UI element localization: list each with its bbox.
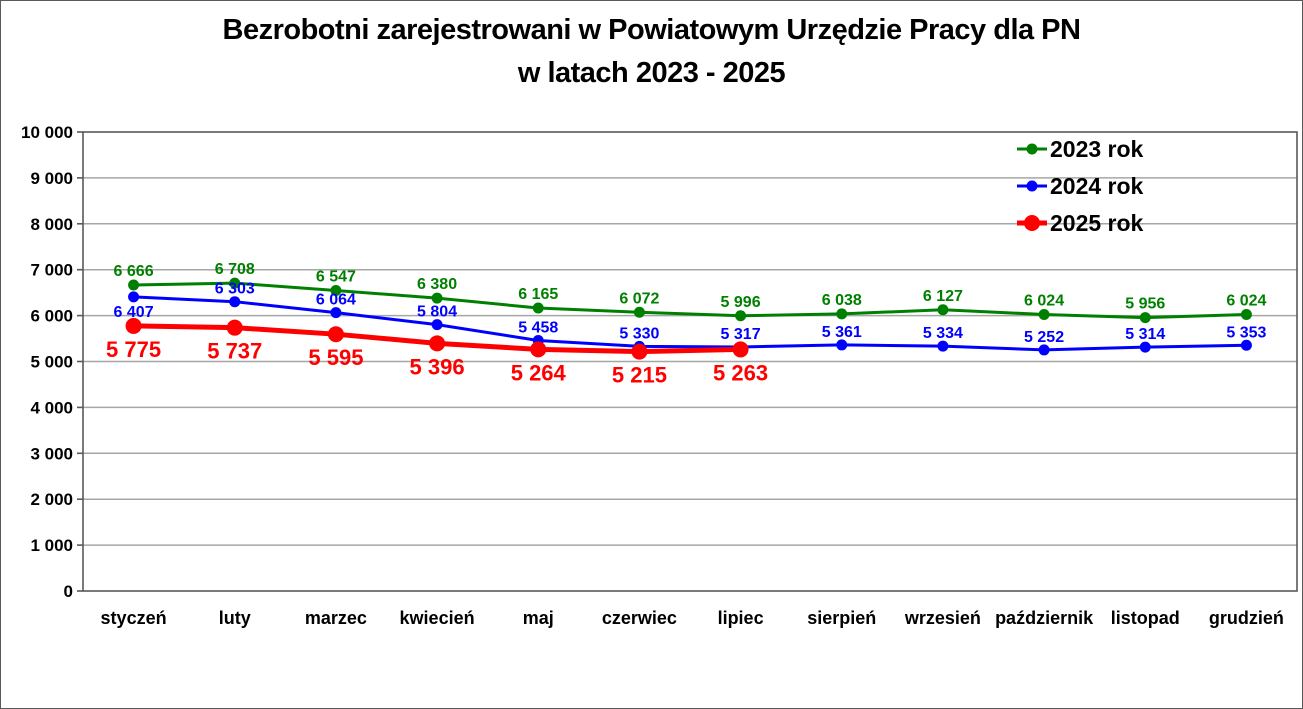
data-point-2023-rok bbox=[1038, 308, 1050, 320]
data-label-2023-rok: 6 165 bbox=[518, 286, 558, 303]
y-tick-label: 0 bbox=[64, 582, 73, 601]
data-point-2023-rok bbox=[1240, 308, 1252, 320]
y-tick-label: 4 000 bbox=[30, 398, 73, 417]
legend-marker-2024-rok bbox=[1026, 180, 1038, 192]
data-label-2025-rok: 5 263 bbox=[713, 360, 768, 385]
data-point-2023-rok bbox=[431, 292, 443, 304]
data-point-2025-rok bbox=[429, 335, 446, 352]
data-point-2024-rok bbox=[836, 339, 848, 351]
data-label-2025-rok: 5 264 bbox=[511, 360, 567, 385]
month-label-grudzień: grudzień bbox=[1209, 608, 1284, 628]
y-tick-label: 10 000 bbox=[21, 123, 73, 142]
data-point-2024-rok bbox=[1240, 339, 1252, 351]
data-label-2023-rok: 5 956 bbox=[1125, 296, 1165, 313]
data-point-2025-rok bbox=[631, 343, 648, 360]
y-tick-label: 8 000 bbox=[30, 215, 73, 234]
data-label-2025-rok: 5 737 bbox=[207, 339, 262, 364]
data-label-2024-rok: 6 407 bbox=[114, 304, 154, 321]
month-label-listopad: listopad bbox=[1111, 608, 1180, 628]
data-label-2024-rok: 5 361 bbox=[822, 324, 862, 341]
data-label-2023-rok: 6 024 bbox=[1024, 292, 1064, 309]
data-label-2023-rok: 6 038 bbox=[822, 292, 862, 309]
data-point-2024-rok bbox=[937, 340, 949, 352]
data-point-2023-rok bbox=[128, 279, 140, 291]
data-point-2024-rok bbox=[1038, 344, 1050, 356]
data-point-2024-rok bbox=[431, 319, 443, 331]
legend-label-2024-rok: 2024 rok bbox=[1050, 173, 1144, 199]
data-label-2023-rok: 6 024 bbox=[1226, 292, 1266, 309]
data-point-2025-rok bbox=[732, 341, 749, 358]
legend-marker-2023-rok bbox=[1026, 143, 1038, 155]
data-point-2023-rok bbox=[1139, 312, 1151, 324]
y-tick-label: 2 000 bbox=[30, 490, 73, 509]
month-label-luty: luty bbox=[219, 608, 251, 628]
data-label-2023-rok: 6 708 bbox=[215, 261, 255, 278]
month-label-maj: maj bbox=[523, 608, 554, 628]
data-point-2024-rok bbox=[1139, 341, 1151, 353]
series-line-2024-rok bbox=[133, 295, 1247, 352]
data-label-2025-rok: 5 396 bbox=[410, 354, 465, 379]
data-point-2025-rok bbox=[327, 326, 344, 343]
month-label-kwiecień: kwiecień bbox=[400, 608, 475, 628]
data-point-2023-rok bbox=[937, 304, 949, 316]
month-label-styczeń: styczeń bbox=[101, 608, 167, 628]
data-point-2023-rok bbox=[836, 308, 848, 320]
chart-title: Bezrobotni zarejestrowani w Powiatowym U… bbox=[1, 9, 1302, 95]
month-label-czerwiec: czerwiec bbox=[602, 608, 677, 628]
data-label-2024-rok: 5 317 bbox=[721, 326, 761, 343]
data-label-2023-rok: 6 127 bbox=[923, 288, 963, 305]
y-tick-label: 7 000 bbox=[30, 261, 73, 280]
y-tick-label: 5 000 bbox=[30, 353, 73, 372]
data-label-2024-rok: 6 303 bbox=[215, 281, 255, 298]
y-tick-label: 3 000 bbox=[30, 444, 73, 463]
data-label-2024-rok: 5 314 bbox=[1125, 326, 1165, 343]
data-point-2023-rok bbox=[330, 284, 342, 296]
data-point-2025-rok bbox=[226, 319, 243, 336]
data-point-2024-rok bbox=[128, 291, 140, 303]
data-point-2024-rok bbox=[229, 296, 241, 308]
series-line-2023-rok bbox=[133, 281, 1247, 320]
data-label-2024-rok: 5 353 bbox=[1226, 324, 1266, 341]
month-label-sierpień: sierpień bbox=[807, 608, 876, 628]
data-point-2023-rok bbox=[735, 310, 747, 322]
month-label-lipiec: lipiec bbox=[718, 608, 764, 628]
data-label-2023-rok: 6 072 bbox=[619, 290, 659, 307]
data-label-2024-rok: 5 334 bbox=[923, 325, 963, 342]
legend-marker-2025-rok bbox=[1024, 215, 1040, 231]
data-label-2025-rok: 5 595 bbox=[308, 345, 363, 370]
chart-title-line1: Bezrobotni zarejestrowani w Powiatowym U… bbox=[222, 14, 1081, 46]
data-label-2023-rok: 5 996 bbox=[721, 294, 761, 311]
legend-label-2023-rok: 2023 rok bbox=[1050, 136, 1144, 162]
chart-title-line2: w latach 2023 - 2025 bbox=[517, 57, 786, 89]
month-label-wrzesień: wrzesień bbox=[904, 608, 981, 628]
y-tick-label: 1 000 bbox=[30, 536, 73, 555]
y-tick-label: 9 000 bbox=[30, 169, 73, 188]
data-label-2023-rok: 6 547 bbox=[316, 268, 356, 285]
data-label-2024-rok: 5 330 bbox=[619, 325, 659, 342]
data-label-2024-rok: 6 064 bbox=[316, 292, 356, 309]
data-point-2023-rok bbox=[633, 306, 645, 318]
data-point-2025-rok bbox=[125, 317, 142, 334]
data-label-2025-rok: 5 215 bbox=[612, 363, 667, 388]
data-label-2024-rok: 5 804 bbox=[417, 304, 457, 321]
data-label-2024-rok: 5 458 bbox=[518, 319, 558, 336]
data-point-2024-rok bbox=[330, 307, 342, 319]
data-label-2023-rok: 6 380 bbox=[417, 276, 457, 293]
month-label-marzec: marzec bbox=[305, 608, 367, 628]
data-label-2024-rok: 5 252 bbox=[1024, 329, 1064, 346]
data-label-2023-rok: 6 666 bbox=[114, 263, 154, 280]
month-label-październik: październik bbox=[995, 608, 1094, 628]
data-point-2025-rok bbox=[530, 341, 547, 358]
legend-label-2025-rok: 2025 rok bbox=[1050, 210, 1144, 236]
data-point-2023-rok bbox=[532, 302, 544, 314]
y-tick-label: 6 000 bbox=[30, 307, 73, 326]
data-point-2023-rok bbox=[229, 277, 241, 289]
data-label-2025-rok: 5 775 bbox=[106, 337, 161, 362]
